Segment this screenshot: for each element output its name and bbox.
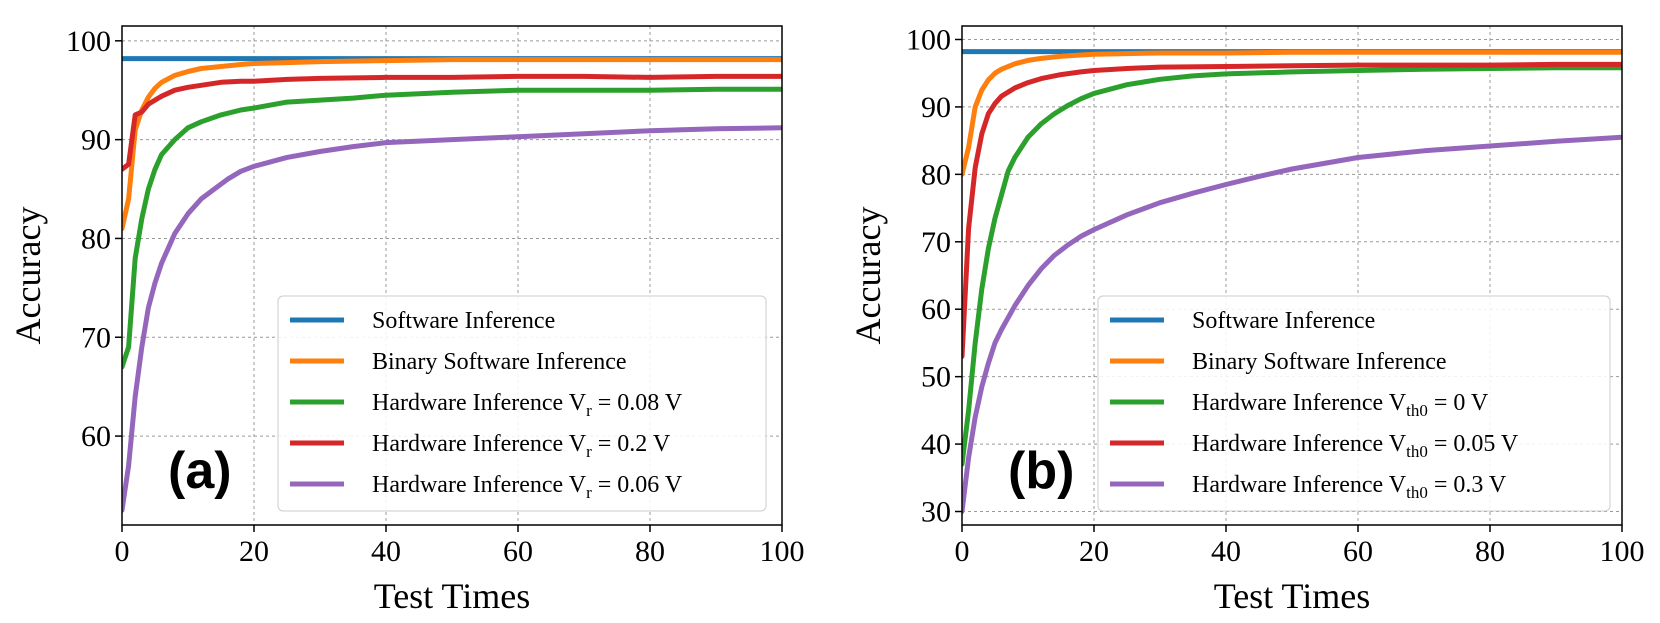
legend: Software Inference Binary Software Infere… (277, 295, 767, 512)
x-tick-label: 60 (503, 535, 533, 568)
y-tick-label: 70 (81, 321, 111, 354)
x-tick-label: 80 (635, 535, 665, 568)
legend-label: Software Inference (1192, 308, 1375, 334)
chart-panel-a: 0 20 40 60 80 100 60 70 80 90 100 Test Times Accurac… (8, 25, 805, 616)
x-tick-label: 80 (1475, 535, 1505, 568)
x-tick-label: 20 (1079, 535, 1109, 568)
series-line-hardware-inference-v-th0-0-05-v (962, 61, 1622, 359)
plot-frame (121, 25, 783, 526)
legend-label: Binary Software Inference (1192, 349, 1447, 375)
panel-tag: (a) (168, 442, 232, 500)
legend-label: Software Inference (372, 308, 555, 334)
y-tick-label: 50 (921, 361, 951, 394)
y-tick-label: 100 (906, 23, 951, 56)
y-tick-label: 80 (81, 222, 111, 255)
series-line-hardware-inference-v-r-0-08-v (122, 86, 782, 370)
y-tick-label: 60 (921, 293, 951, 326)
y-tick-label: 100 (66, 25, 111, 58)
x-tick-label: 60 (1343, 535, 1373, 568)
y-tick-label: 30 (921, 496, 951, 529)
x-tick-label: 40 (371, 535, 401, 568)
legend-box (1097, 295, 1611, 512)
x-axis-label: Test Times (374, 576, 531, 616)
y-axis-label: Accuracy (8, 207, 48, 345)
y-tick-label: 80 (921, 158, 951, 191)
series-line-hardware-inference-v-th0-0-v (962, 65, 1622, 467)
legend-label: Hardware Inference Vth0 = 0.3 V (1192, 472, 1507, 502)
y-tick-label: 90 (921, 91, 951, 124)
series-line-hardware-inference-v-r-0-2-v (122, 73, 782, 172)
legend-label: Hardware Inference Vth0 = 0.05 V (1192, 431, 1519, 461)
x-tick-label: 100 (1600, 535, 1645, 568)
series-line-hardware-inference-v-th0-0-3-v (962, 134, 1622, 514)
panel-tag: (b) (1008, 442, 1074, 500)
y-tick-label: 90 (81, 124, 111, 157)
chart-panel-b: 0 20 40 60 80 100 30 40 50 60 70 80 90 100 Test Times A… (848, 23, 1645, 616)
legend: Software Inference Binary Software Infere… (1097, 295, 1611, 512)
x-tick-label: 100 (760, 535, 805, 568)
legend-label: Binary Software Inference (372, 349, 627, 375)
y-tick-label: 70 (921, 226, 951, 259)
y-axis-label: Accuracy (848, 207, 888, 345)
series-line-binary-software-inference (962, 49, 1622, 177)
y-tick-label: 40 (921, 428, 951, 461)
x-tick-label: 40 (1211, 535, 1241, 568)
legend-label: Hardware Inference Vr = 0.2 V (372, 431, 671, 461)
legend-box (277, 295, 767, 512)
series-group (962, 49, 1622, 514)
series-line-hardware-inference-v-r-0-06-v (122, 125, 782, 513)
x-tick-label: 0 (955, 535, 970, 568)
series-group (122, 56, 782, 513)
x-tick-label: 20 (239, 535, 269, 568)
legend-label: Hardware Inference Vr = 0.06 V (372, 472, 683, 502)
x-axis-label: Test Times (1214, 576, 1371, 616)
legend-label: Hardware Inference Vth0 = 0 V (1192, 390, 1489, 420)
legend-label: Hardware Inference Vr = 0.08 V (372, 390, 683, 420)
series-line-binary-software-inference (122, 57, 782, 232)
y-tick-label: 60 (81, 420, 111, 453)
x-tick-label: 0 (115, 535, 130, 568)
plot-frame (961, 25, 1623, 526)
